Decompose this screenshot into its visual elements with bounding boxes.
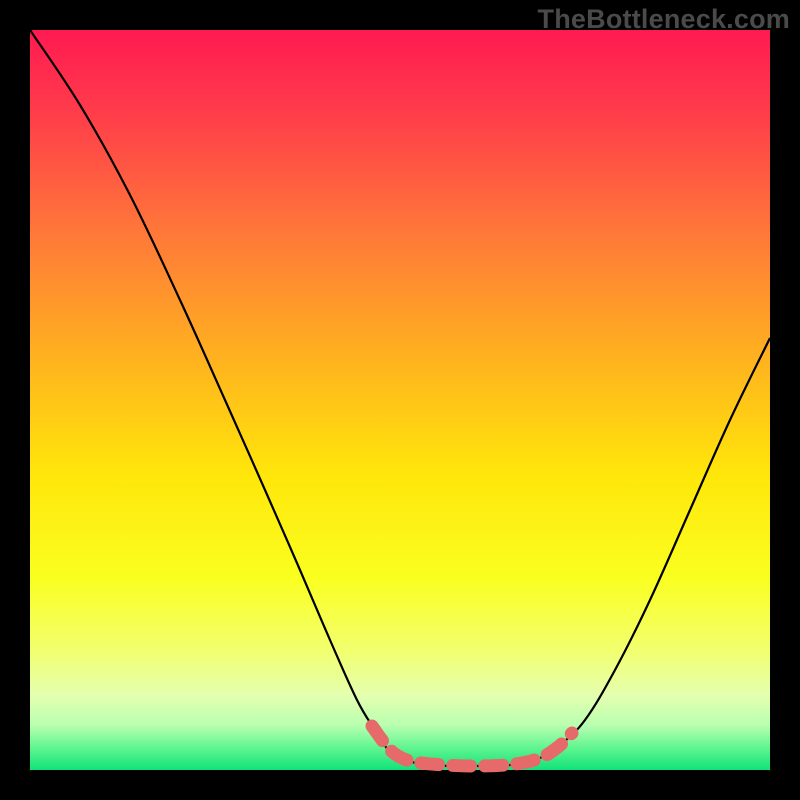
chart-frame bbox=[0, 0, 800, 800]
bottleneck-chart bbox=[0, 0, 800, 800]
watermark-text: TheBottleneck.com bbox=[538, 4, 790, 35]
plot-background bbox=[30, 30, 770, 770]
